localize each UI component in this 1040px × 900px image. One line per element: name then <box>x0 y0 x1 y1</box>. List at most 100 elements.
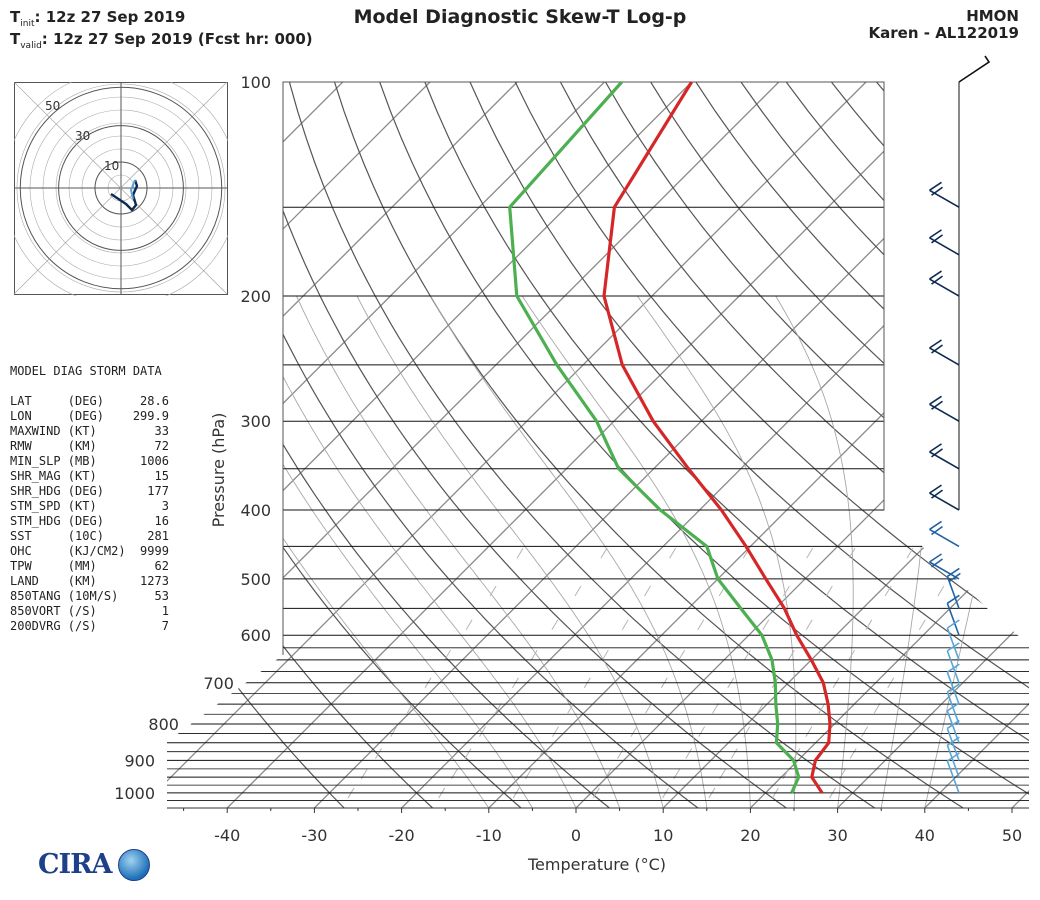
dry-adiabat-line <box>198 82 699 808</box>
dry-adiabat-line <box>379 82 1029 808</box>
mixing-ratio-dash <box>685 748 693 759</box>
dry-adiabat-line <box>650 82 1029 808</box>
mixing-ratio-dash <box>937 585 945 597</box>
mixing-ratio-dash <box>958 547 966 559</box>
mixing-ratio-dash <box>489 585 497 597</box>
dry-adiabat-line <box>830 82 1029 808</box>
valid-time-label: Tvalid: 12z 27 Sep 2019 (Fcst hr: 000) <box>10 30 313 51</box>
moist-adiabat-line <box>245 295 577 808</box>
mixing-ratio-dash <box>600 547 608 559</box>
mixing-ratio-dash <box>865 619 873 631</box>
wind-barb-flag <box>946 663 960 673</box>
storm-data-table: MODEL DIAG STORM DATA LAT (DEG) 28.6 LON … <box>10 364 169 634</box>
cira-logo-text: CIRA <box>38 849 113 880</box>
storm-data-row: MAXWIND (KT) 33 <box>10 424 169 438</box>
mixing-ratio-dash <box>806 547 814 559</box>
mixing-ratio-dash <box>805 726 813 737</box>
dry-adiabat-line <box>740 82 1029 808</box>
model-name: HMON <box>966 7 1019 25</box>
mixing-ratio-dash <box>849 748 857 759</box>
dewpoint-profile-line <box>508 80 801 794</box>
mixing-ratio-dash <box>567 702 575 714</box>
mixing-ratio-dash <box>787 649 795 661</box>
wind-barb-staff <box>946 650 960 684</box>
storm-data-row: 850TANG (10M/S) 53 <box>10 589 169 603</box>
wind-barb-flag <box>929 520 942 531</box>
mixing-ratio-dash <box>712 702 719 714</box>
mixing-ratio-dash <box>848 547 856 559</box>
isotherm-line <box>837 82 1029 808</box>
storm-data-row: SHR_HDG (DEG) 177 <box>10 484 169 498</box>
mixing-ratio-dash <box>601 649 609 661</box>
mixing-ratio-dash <box>669 547 677 559</box>
wind-barb-flag <box>946 752 960 762</box>
wind-barb <box>929 520 960 548</box>
wind-barb-flag <box>946 702 960 712</box>
mixing-ratio-dash <box>743 649 751 661</box>
wind-barb <box>929 339 960 366</box>
mixing-ratio-dash <box>465 619 473 631</box>
hodograph-ring-label: 30 <box>75 129 90 143</box>
mixing-ratio-dash <box>678 649 686 661</box>
x-tick-label: -20 <box>389 826 415 845</box>
init-time-label: Tinit: 12z 27 Sep 2019 <box>10 8 186 29</box>
x-tick-label: 10 <box>653 826 673 845</box>
wind-barb-flag <box>931 186 943 196</box>
moist-adiabat-line <box>775 295 854 808</box>
cira-logo: CIRA <box>38 848 150 882</box>
x-tick-label: 50 <box>1002 826 1022 845</box>
isotherm-line <box>167 82 431 808</box>
wind-barb-flag <box>946 719 960 730</box>
wind-barb-flag <box>929 553 942 563</box>
y-tick-label: 900 <box>124 751 155 770</box>
storm-data-row: STM_SPD (KT) 3 <box>10 499 169 513</box>
y-tick-label: 1000 <box>114 784 155 803</box>
mixing-ratio-dash <box>479 726 487 737</box>
wind-barb <box>946 594 960 636</box>
mixing-ratio-dash <box>782 585 790 597</box>
moist-adiabat-line <box>430 295 708 808</box>
wind-barb <box>929 270 960 297</box>
storm-data-row: TPW (MM) 62 <box>10 559 169 573</box>
wind-barb <box>929 553 960 580</box>
mixing-ratio-dash <box>621 619 629 631</box>
mixing-ratio-dash <box>538 748 545 759</box>
plot-frame <box>282 81 885 655</box>
isotherm-line <box>226 82 954 808</box>
dry-adiabat-line <box>876 82 1029 808</box>
mixing-ratio-dash <box>494 702 502 714</box>
isotherm-line <box>401 82 1029 808</box>
wind-barb <box>929 443 960 470</box>
y-tick-label: 200 <box>240 287 271 306</box>
mixing-ratio-dash <box>630 726 638 737</box>
mixing-ratio-dash <box>516 547 524 559</box>
wind-barb-flag <box>929 229 942 239</box>
y-tick-label: 700 <box>203 674 234 693</box>
mixing-ratio-dash <box>861 726 869 737</box>
wind-barb-staff <box>946 603 960 636</box>
x-tick-label: 0 <box>571 826 581 845</box>
mixing-ratio-dash <box>848 649 856 661</box>
isotherm-line <box>924 82 1029 808</box>
y-tick-label: 800 <box>148 715 179 734</box>
mixing-ratio-dash <box>697 619 705 631</box>
wind-barb-flag <box>931 558 943 568</box>
moist-adiabat-line <box>880 295 929 808</box>
wind-barb-flag <box>929 181 942 191</box>
wind-barb-flag <box>946 567 960 578</box>
wind-barb-flag <box>931 275 943 285</box>
x-tick-label: -30 <box>301 826 327 845</box>
dry-adiabat-line <box>469 82 1029 808</box>
dry-adiabat-line <box>695 82 1029 808</box>
mixing-ratio-dash <box>825 585 833 597</box>
wind-barb <box>946 702 960 744</box>
wind-barb-flag <box>929 484 942 494</box>
wind-barb <box>946 567 961 609</box>
wind-barb-flag <box>929 339 942 349</box>
storm-data-row: SHR_MAG (KT) 15 <box>10 469 169 483</box>
mixing-ratio-dash <box>375 748 382 759</box>
mixing-ratio-dash <box>552 726 559 737</box>
isotherm-line <box>167 82 867 808</box>
dry-adiabat-line <box>785 82 1029 808</box>
